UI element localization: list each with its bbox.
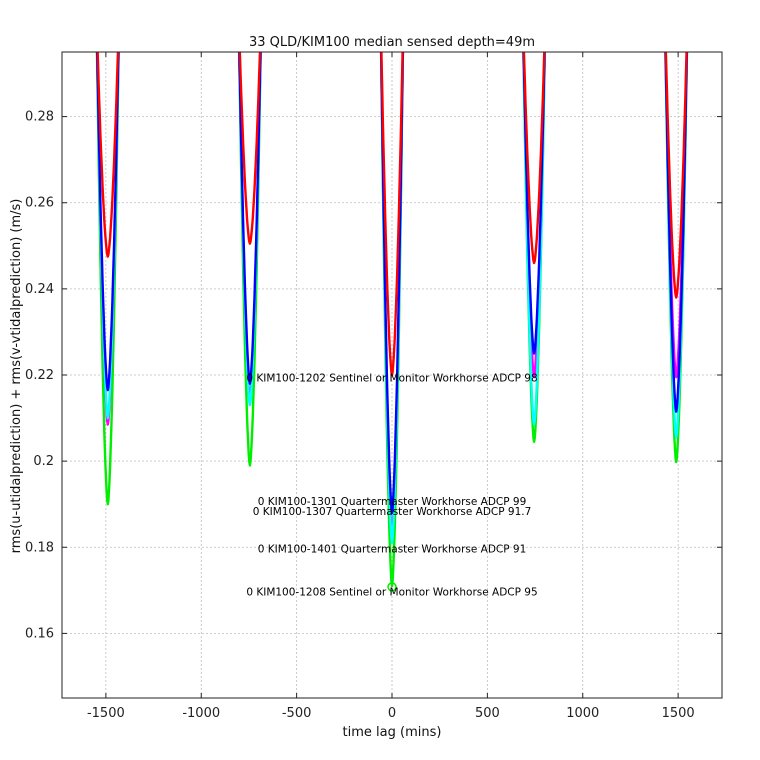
series-layer <box>95 52 689 588</box>
x-tick-label: 1500 <box>662 706 695 721</box>
chart-title: 33 QLD/KIM100 median sensed depth=49m <box>249 35 535 50</box>
x-tick-label: -500 <box>282 706 312 721</box>
annotation-label: 0 KIM100-1301 Quartermaster Workhorse AD… <box>258 496 527 508</box>
y-tick-label: 0.16 <box>25 626 54 641</box>
x-axis-ticks: -1500 -1000 -500 0 500 1000 1500 <box>87 52 695 721</box>
x-tick-label: 500 <box>475 706 500 721</box>
y-tick-label: 0.28 <box>25 110 54 125</box>
y-tick-label: 0.26 <box>25 196 54 211</box>
x-tick-label: -1500 <box>87 706 125 721</box>
series-line <box>95 52 689 545</box>
annotation-label: 0 KIM100-1401 Quartermaster Workhorse AD… <box>258 543 527 555</box>
series-line <box>95 52 689 514</box>
annotation-label: 0 KIM100-1307 Quartermaster Workhorse AD… <box>253 506 532 518</box>
y-tick-label: 0.2 <box>33 454 54 469</box>
min-marker <box>387 582 397 592</box>
annotation-label: 0 KIM100-1208 Sentinel or Monitor Workho… <box>246 587 537 599</box>
y-axis-label: rms(u-utidalprediction) + rms(v-vtidalpr… <box>9 199 24 554</box>
annotation-layer: 0 KIM100-1202 Sentinel or Monitor Workho… <box>246 372 537 598</box>
annotation-label: 0 KIM100-1202 Sentinel or Monitor Workho… <box>246 372 537 384</box>
series-line <box>96 52 688 377</box>
x-tick-label: 1000 <box>566 706 599 721</box>
y-tick-label: 0.18 <box>25 540 54 555</box>
y-tick-label: 0.24 <box>25 282 54 297</box>
y-axis-ticks: 0.16 0.18 0.2 0.22 0.24 0.26 0.28 <box>25 110 722 641</box>
marker-layer <box>387 582 397 592</box>
series-line <box>95 52 689 588</box>
grid <box>62 52 722 698</box>
x-axis-label: time lag (mins) <box>343 725 442 740</box>
y-tick-label: 0.22 <box>25 368 54 383</box>
x-tick-label: -1000 <box>182 706 220 721</box>
x-tick-label: 0 <box>388 706 396 721</box>
